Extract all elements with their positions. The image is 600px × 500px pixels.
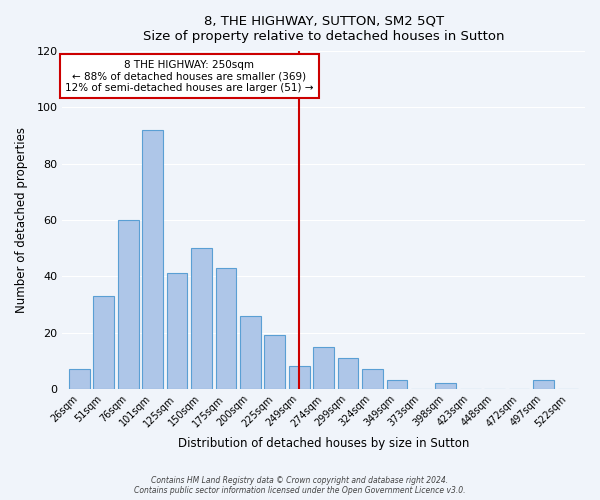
Bar — [338, 358, 358, 389]
Bar — [142, 130, 163, 389]
Text: 8 THE HIGHWAY: 250sqm
← 88% of detached houses are smaller (369)
12% of semi-det: 8 THE HIGHWAY: 250sqm ← 88% of detached … — [65, 60, 314, 93]
Bar — [313, 346, 334, 389]
Bar — [386, 380, 407, 389]
Bar — [240, 316, 261, 389]
Bar — [118, 220, 139, 389]
Text: Contains HM Land Registry data © Crown copyright and database right 2024.
Contai: Contains HM Land Registry data © Crown c… — [134, 476, 466, 495]
Bar — [167, 274, 187, 389]
Bar — [436, 383, 456, 389]
Title: 8, THE HIGHWAY, SUTTON, SM2 5QT
Size of property relative to detached houses in : 8, THE HIGHWAY, SUTTON, SM2 5QT Size of … — [143, 15, 505, 43]
Bar — [533, 380, 554, 389]
Bar — [69, 369, 90, 389]
Bar — [265, 336, 285, 389]
Y-axis label: Number of detached properties: Number of detached properties — [15, 127, 28, 313]
Bar — [215, 268, 236, 389]
Bar — [191, 248, 212, 389]
Bar — [94, 296, 114, 389]
X-axis label: Distribution of detached houses by size in Sutton: Distribution of detached houses by size … — [178, 437, 469, 450]
Bar — [362, 369, 383, 389]
Bar — [289, 366, 310, 389]
